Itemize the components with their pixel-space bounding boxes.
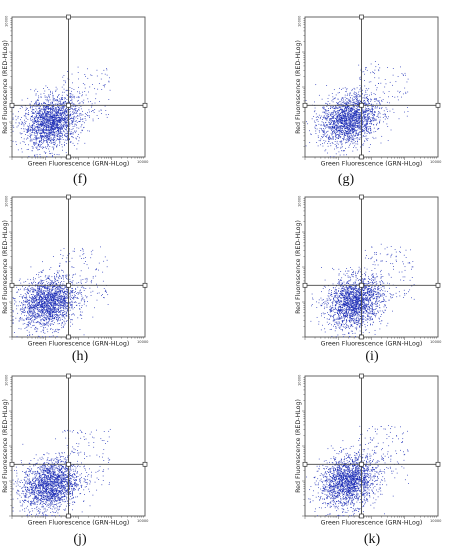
gate-handle[interactable] xyxy=(302,282,308,288)
y-max-tick-label: 10000 xyxy=(298,15,302,27)
gate-handle[interactable] xyxy=(66,102,71,108)
gate-handle[interactable] xyxy=(66,14,71,20)
x-axis-label: Green Fluorescence (GRN-HLog) xyxy=(321,341,423,348)
gate-handle[interactable] xyxy=(359,334,364,340)
scatter-panel: 10000 10000 Green Fluorescence (GRN-HLog) R… xyxy=(295,373,442,547)
gate-handle[interactable] xyxy=(66,194,71,200)
panel-caption: (h) xyxy=(72,349,89,364)
gate-handle[interactable] xyxy=(142,282,148,288)
gate-handle[interactable] xyxy=(359,513,364,519)
plot-frame xyxy=(11,196,146,338)
x-max-tick-label: 10000 xyxy=(430,160,442,164)
plot-frame xyxy=(304,16,439,158)
gate-handle[interactable] xyxy=(66,154,71,160)
panel-caption: (k) xyxy=(364,532,381,547)
gate-handle[interactable] xyxy=(66,513,71,519)
gate-handle[interactable] xyxy=(9,282,15,288)
gate-handle[interactable] xyxy=(142,461,148,467)
gate-handle[interactable] xyxy=(302,102,308,108)
gate-handle[interactable] xyxy=(359,373,364,379)
y-max-tick-label: 10000 xyxy=(5,374,9,386)
y-axis-label: Red Fluorescence (RED-HLog) xyxy=(2,399,9,493)
y-max-tick-label: 10000 xyxy=(298,374,302,386)
scatter-panel: 10000 10000 Green Fluorescence (GRN-HLog) R… xyxy=(2,14,149,187)
event-cloud xyxy=(12,246,109,338)
event-cloud xyxy=(306,425,409,517)
y-max-tick-label: 10000 xyxy=(5,195,9,207)
panel-caption: (f) xyxy=(73,172,87,187)
y-max-tick-label: 10000 xyxy=(298,195,302,207)
gate-handle[interactable] xyxy=(66,373,71,379)
gate-handle[interactable] xyxy=(359,14,364,20)
gate-handle[interactable] xyxy=(435,461,441,467)
y-max-tick-label: 10000 xyxy=(5,15,9,27)
x-axis-label: Green Fluorescence (GRN-HLog) xyxy=(321,161,423,168)
y-axis-label: Red Fluorescence (RED-HLog) xyxy=(295,40,302,134)
scatter-panel: 10000 10000 Green Fluorescence (GRN-HLog) R… xyxy=(295,194,442,364)
x-max-tick-label: 10000 xyxy=(137,340,149,344)
scatter-panel: 10000 10000 Green Fluorescence (GRN-HLog) R… xyxy=(295,14,442,187)
x-axis-label: Green Fluorescence (GRN-HLog) xyxy=(28,161,130,168)
y-axis-label: Red Fluorescence (RED-HLog) xyxy=(2,40,9,134)
panel-caption: (g) xyxy=(338,172,355,187)
event-cloud xyxy=(12,66,111,158)
x-axis-label: Green Fluorescence (GRN-HLog) xyxy=(28,520,130,527)
gate-handle[interactable] xyxy=(359,461,364,467)
y-axis-label: Red Fluorescence (RED-HLog) xyxy=(295,220,302,314)
x-max-tick-label: 10000 xyxy=(137,160,149,164)
panel-caption: (i) xyxy=(365,349,379,364)
scatter-panel: 10000 10000 Green Fluorescence (GRN-HLog) R… xyxy=(2,194,149,364)
gate-handle[interactable] xyxy=(9,102,15,108)
plot-frame xyxy=(11,375,146,517)
gate-handle[interactable] xyxy=(359,102,364,108)
panel-caption: (j) xyxy=(73,532,87,547)
gate-handle[interactable] xyxy=(435,102,441,108)
y-axis-label: Red Fluorescence (RED-HLog) xyxy=(295,399,302,493)
gate-handle[interactable] xyxy=(66,282,71,288)
event-cloud xyxy=(310,243,415,338)
scatter-panel: 10000 10000 Green Fluorescence (GRN-HLog) R… xyxy=(2,373,149,547)
plot-frame xyxy=(304,375,439,517)
x-axis-label: Green Fluorescence (GRN-HLog) xyxy=(28,341,130,348)
gate-handle[interactable] xyxy=(302,461,308,467)
x-max-tick-label: 10000 xyxy=(430,519,442,523)
plot-frame xyxy=(304,196,439,338)
gate-handle[interactable] xyxy=(142,102,148,108)
gate-handle[interactable] xyxy=(66,461,71,467)
x-max-tick-label: 10000 xyxy=(137,519,149,523)
gate-handle[interactable] xyxy=(359,282,364,288)
gate-handle[interactable] xyxy=(9,461,15,467)
x-max-tick-label: 10000 xyxy=(430,340,442,344)
gate-handle[interactable] xyxy=(66,334,71,340)
gate-handle[interactable] xyxy=(359,194,364,200)
x-axis-label: Green Fluorescence (GRN-HLog) xyxy=(321,520,423,527)
gate-handle[interactable] xyxy=(435,282,441,288)
gate-handle[interactable] xyxy=(359,154,364,160)
y-axis-label: Red Fluorescence (RED-HLog) xyxy=(2,220,9,314)
